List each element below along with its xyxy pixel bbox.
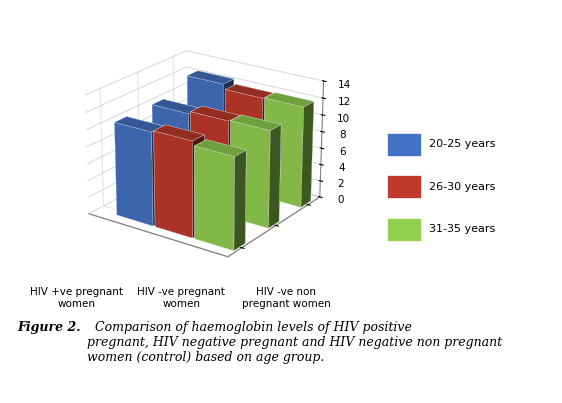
Text: HIV -ve pregnant
women: HIV -ve pregnant women <box>138 287 225 309</box>
Text: HIV +ve pregnant
women: HIV +ve pregnant women <box>30 287 124 309</box>
Text: 31-35 years: 31-35 years <box>429 224 496 234</box>
Text: Comparison of haemoglobin levels of HIV positive
pregnant, HIV negative pregnant: Comparison of haemoglobin levels of HIV … <box>87 322 502 364</box>
FancyBboxPatch shape <box>387 133 421 156</box>
Text: Figure 2.: Figure 2. <box>17 322 80 334</box>
Text: 26-30 years: 26-30 years <box>429 182 496 192</box>
Text: HIV -ve non
pregnant women: HIV -ve non pregnant women <box>242 287 330 309</box>
Text: 20-25 years: 20-25 years <box>429 139 496 149</box>
FancyBboxPatch shape <box>387 175 421 198</box>
FancyBboxPatch shape <box>387 218 421 241</box>
